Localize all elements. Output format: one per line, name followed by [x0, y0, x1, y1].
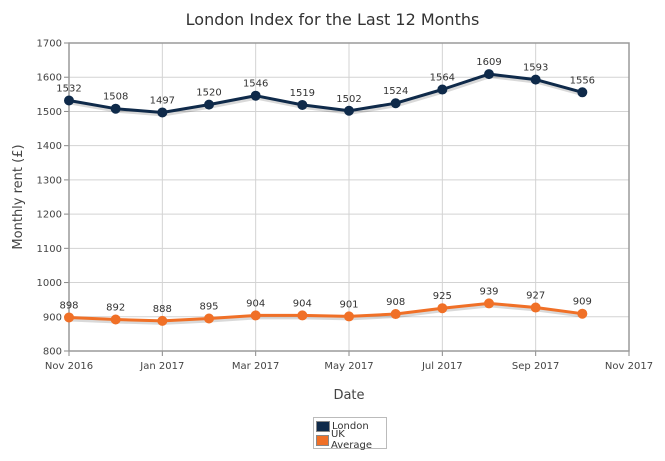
- y-axis-title: Monthly rent (£): [11, 144, 26, 249]
- data-point-uk-average[interactable]: [437, 303, 448, 314]
- legend-swatch-london: [316, 420, 330, 432]
- data-point-london[interactable]: [157, 107, 168, 118]
- data-point-uk-average[interactable]: [297, 310, 308, 321]
- y-tick-label: 1100: [37, 244, 62, 255]
- data-point-london[interactable]: [484, 69, 494, 80]
- y-tick-label: 1300: [37, 175, 62, 186]
- data-label-uk-average: 939: [479, 286, 498, 297]
- data-label-london: 1593: [523, 63, 548, 74]
- series-shadow-london: [69, 74, 584, 117]
- data-point-uk-average[interactable]: [204, 313, 214, 324]
- data-point-uk-average[interactable]: [110, 314, 121, 325]
- data-point-uk-average[interactable]: [344, 311, 354, 322]
- data-point-london[interactable]: [577, 87, 588, 98]
- y-tick-label: 800: [43, 347, 62, 358]
- data-point-london[interactable]: [110, 103, 121, 114]
- data-point-uk-average[interactable]: [250, 310, 261, 321]
- data-point-uk-average[interactable]: [484, 298, 494, 309]
- data-point-london[interactable]: [530, 74, 541, 85]
- data-point-uk-average[interactable]: [530, 302, 541, 313]
- x-tick-label: Nov 2017: [605, 361, 653, 372]
- data-label-uk-average: 888: [153, 304, 172, 315]
- data-label-london: 1524: [383, 86, 408, 97]
- x-tick-label: Mar 2017: [232, 361, 280, 372]
- x-tick-label: Sep 2017: [512, 361, 559, 372]
- data-label-london: 1520: [196, 88, 221, 99]
- legend-swatch-uk-average: [316, 434, 329, 446]
- data-label-uk-average: 901: [339, 299, 358, 310]
- data-label-london: 1502: [336, 94, 361, 105]
- data-label-uk-average: 925: [433, 291, 452, 302]
- data-point-london[interactable]: [64, 95, 74, 106]
- y-tick-label: 1500: [37, 107, 62, 118]
- plot-border: [68, 42, 630, 352]
- legend-item-uk-average[interactable]: UK Average: [316, 429, 384, 451]
- legend-item-london[interactable]: London: [316, 419, 384, 433]
- data-label-uk-average: 927: [526, 291, 545, 302]
- data-label-uk-average: 892: [106, 303, 125, 314]
- y-tick-label: 1700: [37, 39, 62, 50]
- data-point-uk-average[interactable]: [64, 312, 74, 323]
- x-axis-title: Date: [333, 388, 364, 403]
- data-point-london[interactable]: [297, 99, 308, 110]
- data-point-uk-average[interactable]: [157, 315, 168, 326]
- data-point-london[interactable]: [204, 99, 214, 110]
- data-label-london: 1497: [150, 95, 175, 106]
- x-tick-label: Jan 2017: [139, 361, 184, 372]
- data-point-london[interactable]: [344, 105, 354, 116]
- data-label-uk-average: 908: [386, 297, 405, 308]
- data-label-london: 1546: [243, 79, 268, 90]
- data-label-london: 1519: [290, 88, 315, 99]
- data-label-london: 1556: [570, 75, 595, 86]
- y-tick-label: 1600: [37, 73, 62, 84]
- y-tick-label: 1200: [37, 210, 62, 221]
- data-point-uk-average[interactable]: [577, 308, 588, 319]
- data-label-uk-average: 904: [246, 298, 265, 309]
- data-point-london[interactable]: [437, 84, 448, 95]
- legend-label-uk-average: UK Average: [330, 429, 373, 451]
- y-tick-label: 900: [43, 312, 62, 323]
- data-point-london[interactable]: [250, 90, 261, 101]
- legend-label-london: London: [332, 420, 369, 432]
- y-tick-label: 1000: [37, 278, 62, 289]
- data-label-uk-average: 909: [573, 297, 592, 308]
- series-shadow-uk-average: [69, 303, 584, 325]
- series-line-london: [68, 72, 583, 114]
- data-label-london: 1508: [103, 92, 128, 103]
- data-point-london[interactable]: [390, 98, 401, 109]
- chart-title: London Index for the Last 12 Months: [185, 10, 480, 29]
- series-line-uk-average: [68, 301, 583, 323]
- data-label-london: 1564: [430, 73, 455, 84]
- data-label-london: 1609: [476, 57, 501, 68]
- data-label-london: 1532: [56, 83, 81, 94]
- x-tick-label: Jul 2017: [421, 361, 463, 372]
- x-tick-label: Nov 2016: [45, 361, 93, 372]
- legend: London UK Average: [313, 417, 387, 451]
- x-tick-label: May 2017: [324, 361, 373, 372]
- data-label-uk-average: 904: [293, 298, 312, 309]
- data-point-uk-average[interactable]: [390, 309, 401, 320]
- y-tick-label: 1400: [37, 141, 62, 152]
- data-label-uk-average: 898: [59, 300, 78, 311]
- data-label-uk-average: 895: [199, 301, 218, 312]
